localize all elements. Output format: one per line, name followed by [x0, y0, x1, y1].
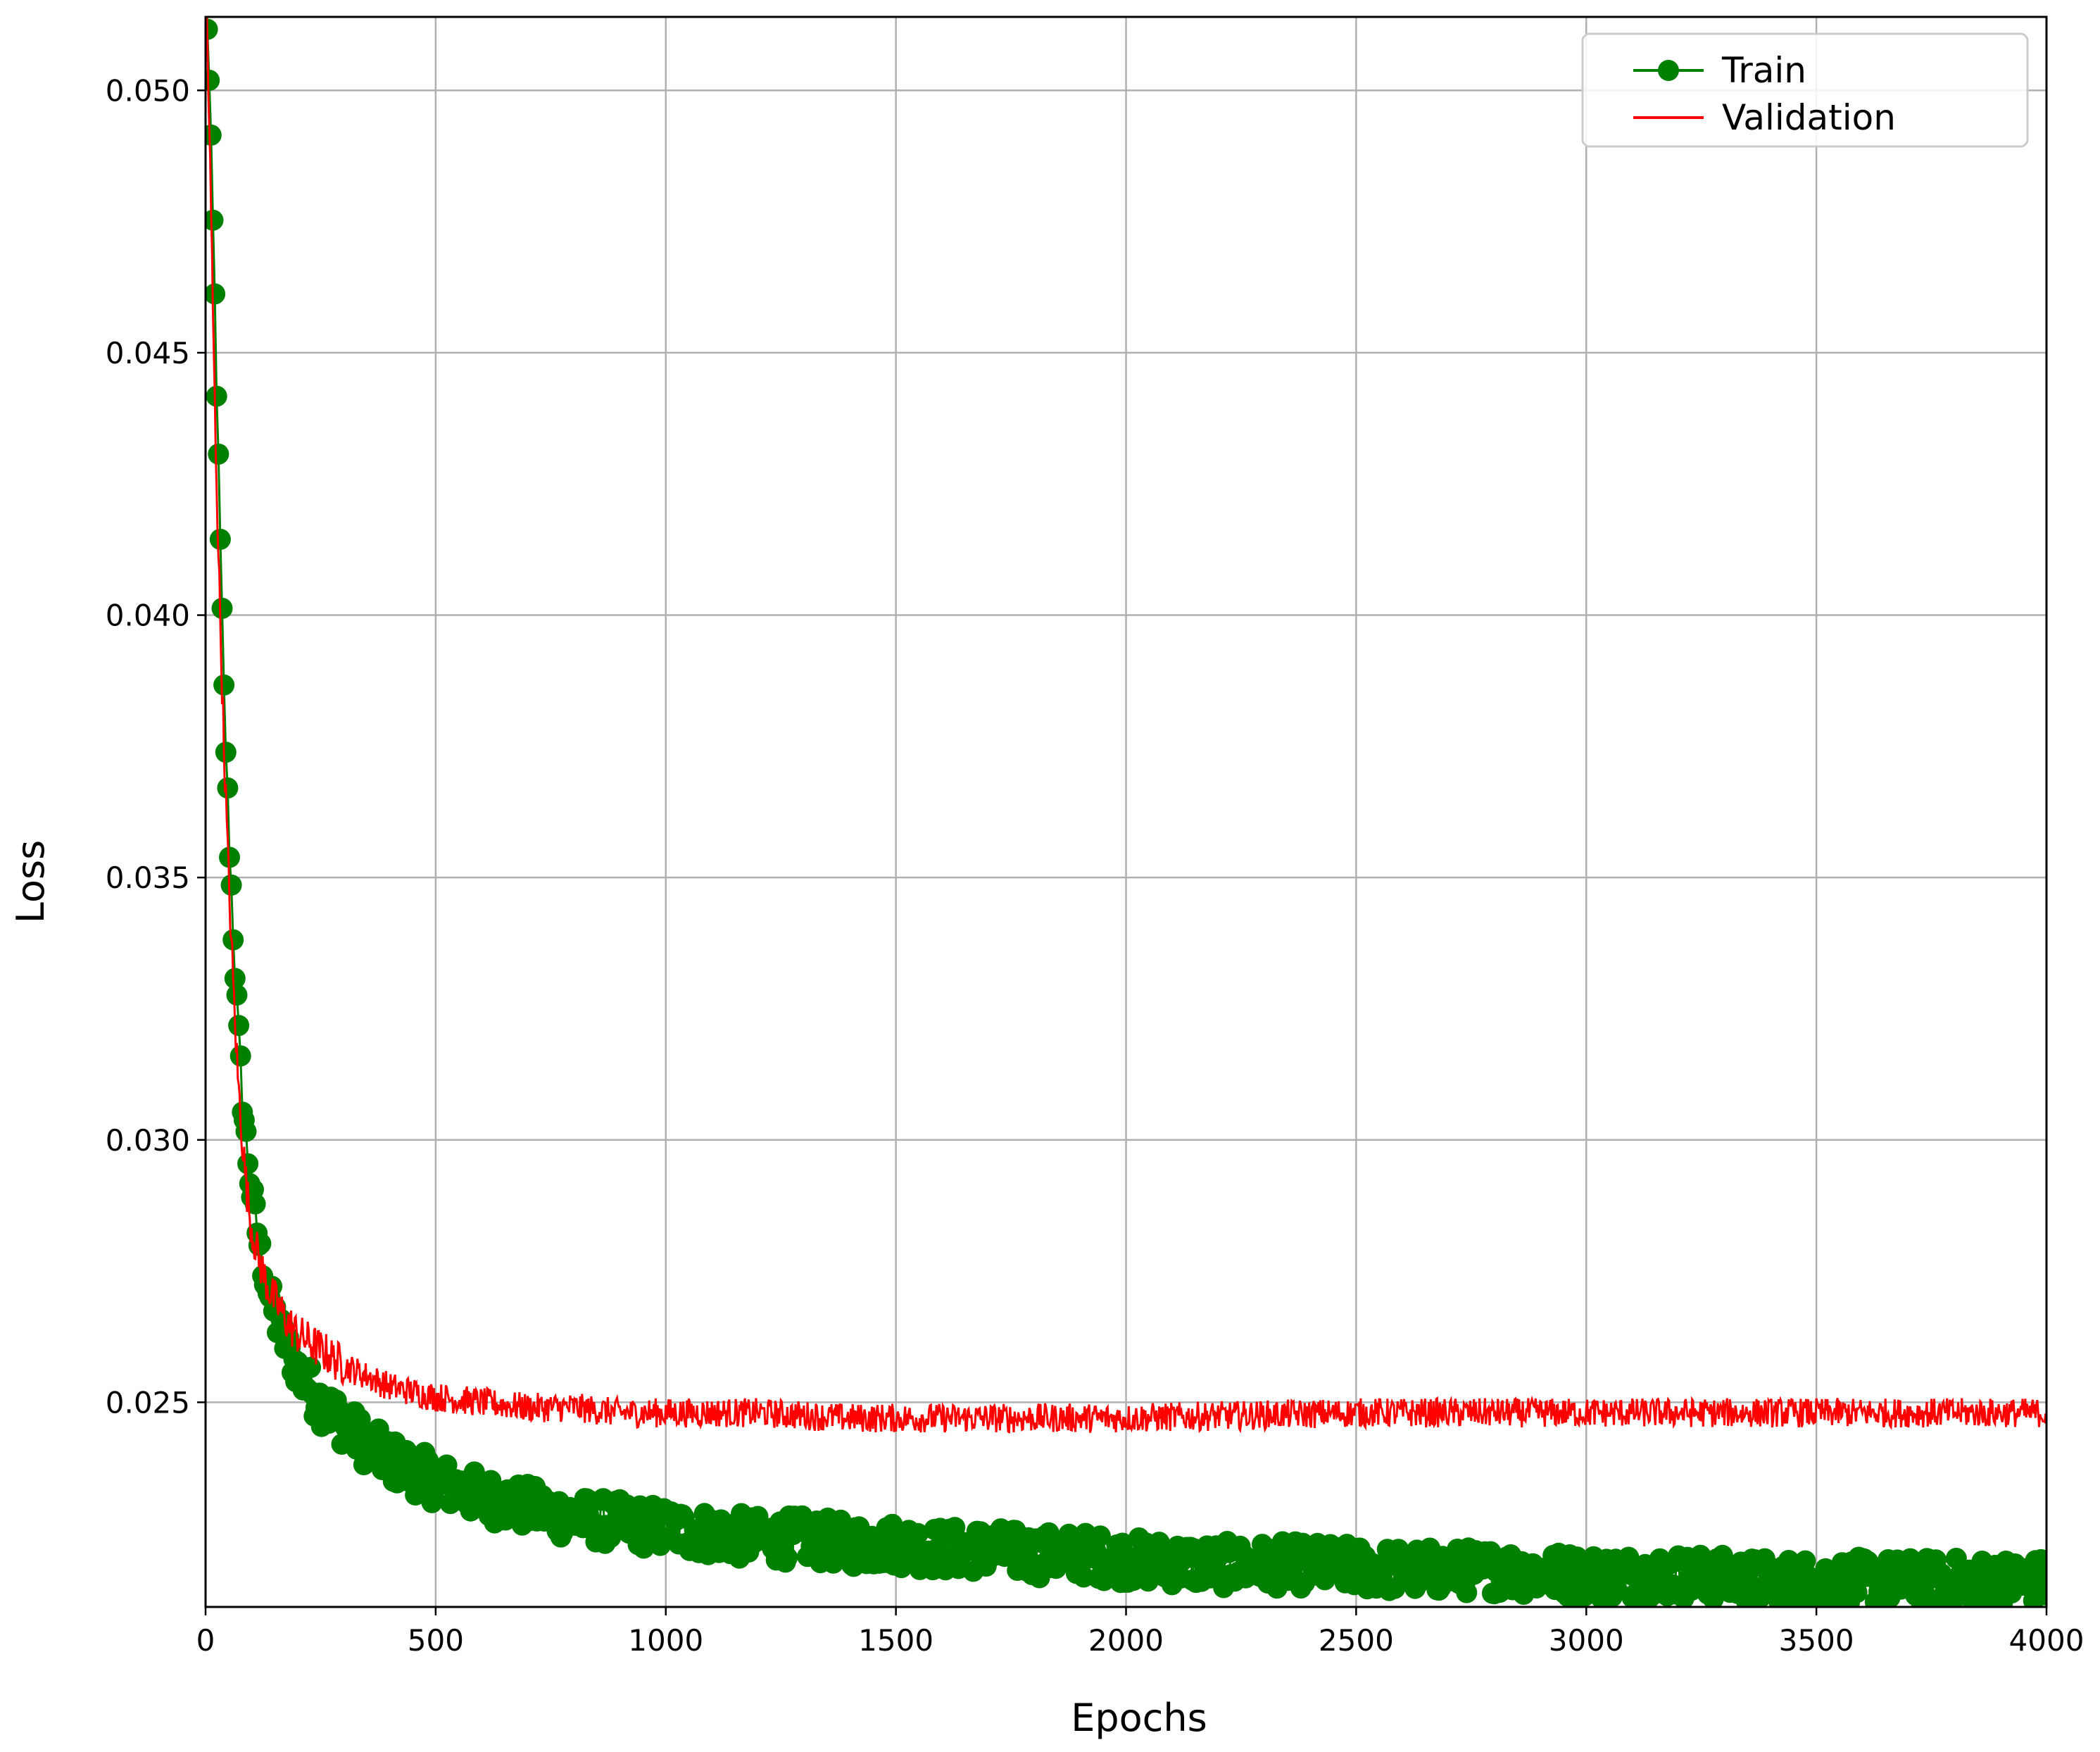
x-tick-label: 2500	[1319, 1623, 1394, 1658]
series-train	[206, 17, 2046, 1607]
series-layer	[206, 17, 2046, 1607]
x-tick-label: 3500	[1779, 1623, 1854, 1658]
x-axis: 0 500 1000 1500 2000 2500 3000 3500 4000	[196, 1607, 2085, 1658]
y-tick-label: 0.030	[106, 1123, 190, 1158]
y-axis-title: Loss	[8, 840, 53, 923]
y-tick-label: 0.040	[106, 599, 190, 633]
y-tick-label: 0.025	[106, 1385, 190, 1420]
x-axis-title: Epochs	[1071, 1696, 1207, 1740]
x-tick-label: 1500	[858, 1623, 933, 1658]
train-line	[206, 17, 2046, 1606]
train-point	[206, 18, 218, 40]
legend: Train Validation	[1581, 32, 2029, 148]
legend-validation-label: Validation	[1722, 97, 1896, 138]
y-tick-label: 0.035	[106, 861, 190, 895]
legend-train-label: Train	[1721, 50, 1806, 91]
x-tick-label: 0	[196, 1623, 215, 1658]
y-axis: 0.025 0.030 0.035 0.040 0.045 0.050	[106, 73, 206, 1420]
x-tick-label: 3000	[1549, 1623, 1624, 1658]
train-point	[206, 209, 224, 231]
x-tick-label: 2000	[1088, 1623, 1164, 1658]
y-tick-label: 0.050	[106, 73, 190, 108]
x-tick-label: 500	[408, 1623, 464, 1658]
x-tick-label: 1000	[628, 1623, 703, 1658]
y-tick-label: 0.045	[106, 336, 190, 370]
validation-line	[206, 17, 2046, 1434]
legend-train-marker	[1658, 60, 1679, 81]
x-tick-label: 4000	[2009, 1623, 2085, 1658]
